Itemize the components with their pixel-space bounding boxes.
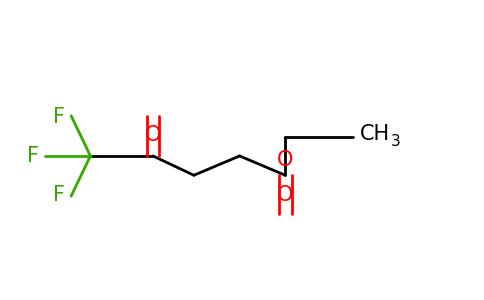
Text: O: O [145,125,161,145]
Text: CH: CH [360,124,390,144]
Text: F: F [53,107,65,127]
Text: F: F [27,146,39,166]
Text: F: F [53,184,65,205]
Text: O: O [277,150,293,170]
Text: 3: 3 [391,134,401,149]
Text: O: O [277,185,293,205]
